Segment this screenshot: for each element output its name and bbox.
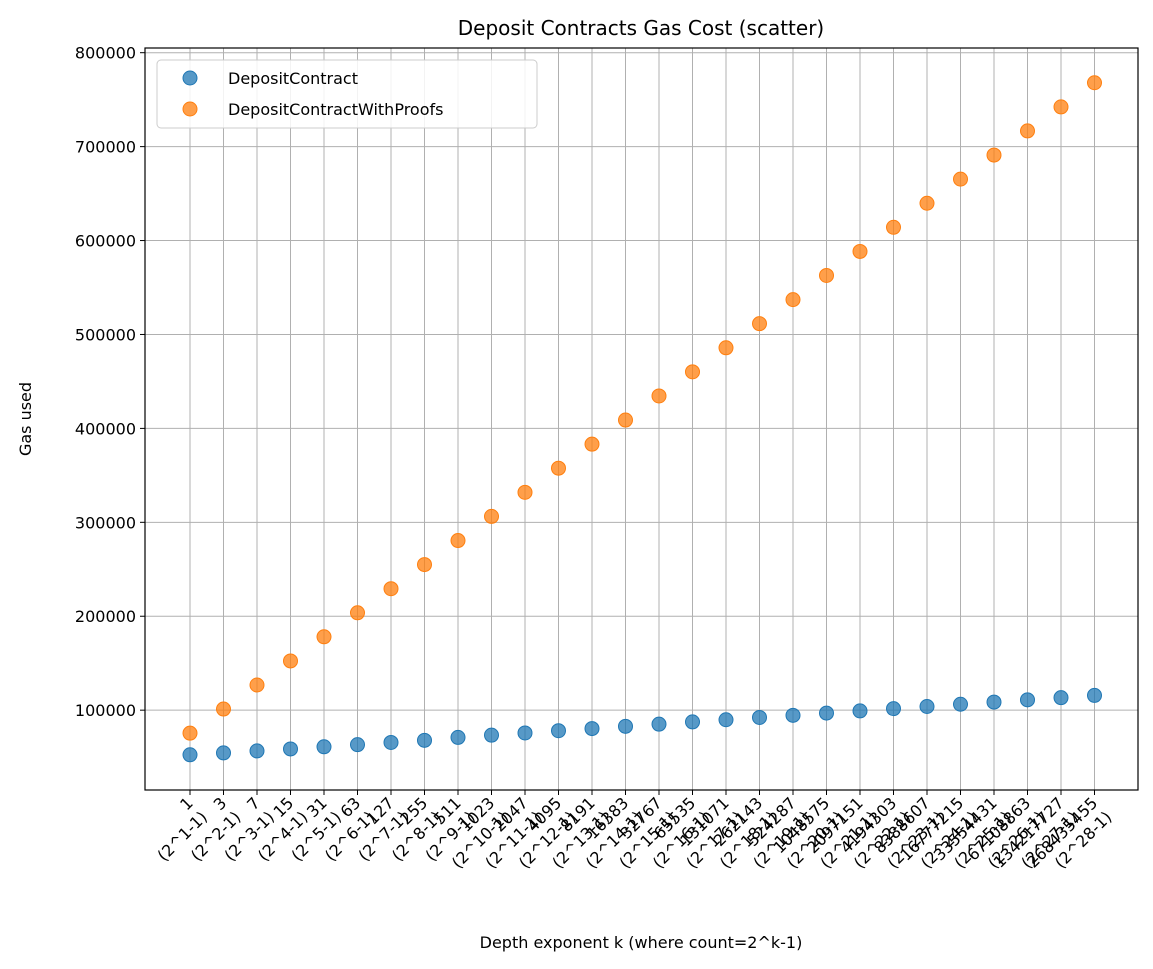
point-deposit-contract <box>484 727 499 743</box>
y-tick-label: 600000 <box>75 232 136 251</box>
point-deposit-contract <box>283 741 298 757</box>
point-deposit-contract <box>919 699 935 715</box>
point-deposit-contract-with-proofs <box>283 653 298 669</box>
point-deposit-contract <box>1053 690 1069 706</box>
point-deposit-contract <box>752 709 767 725</box>
point-deposit-contract-with-proofs <box>886 219 901 235</box>
x-axis-label: Depth exponent k (where count=2^k-1) <box>480 933 803 952</box>
y-axis-ticks: 100000 200000 300000 400000 500000 600000 7000… <box>75 44 145 720</box>
point-deposit-contract <box>819 705 834 721</box>
point-deposit-contract <box>886 701 901 717</box>
chart-title: Deposit Contracts Gas Cost (scatter) <box>458 16 824 40</box>
point-deposit-contract-with-proofs <box>249 677 265 693</box>
point-deposit-contract-with-proofs <box>752 316 767 332</box>
y-tick-label: 700000 <box>75 138 136 157</box>
point-deposit-contract-with-proofs <box>852 243 868 259</box>
point-deposit-contract <box>450 729 466 745</box>
plot-frame <box>144 47 1139 791</box>
point-deposit-contract <box>852 703 868 719</box>
point-deposit-contract <box>1087 687 1102 703</box>
point-deposit-contract <box>618 718 633 734</box>
point-deposit-contract-with-proofs <box>350 605 365 621</box>
point-deposit-contract <box>182 747 198 763</box>
point-deposit-contract <box>953 696 968 712</box>
legend-box <box>156 59 538 129</box>
legend: DepositContract DepositContractWithProof… <box>156 59 538 129</box>
legend-label-deposit-contract-with-proofs: DepositContractWithProofs <box>228 100 443 119</box>
point-deposit-contract-with-proofs <box>919 195 935 211</box>
point-deposit-contract-with-proofs <box>182 725 198 741</box>
point-deposit-contract-with-proofs <box>484 508 499 524</box>
point-deposit-contract-with-proofs <box>986 147 1002 163</box>
y-tick-label: 100000 <box>75 701 136 720</box>
point-deposit-contract <box>551 723 566 739</box>
y-tick-label: 800000 <box>75 44 136 63</box>
point-deposit-contract-with-proofs <box>417 557 432 573</box>
point-deposit-contract-with-proofs <box>953 171 968 187</box>
point-deposit-contract-with-proofs <box>517 484 533 500</box>
point-deposit-contract-with-proofs <box>316 629 332 645</box>
point-deposit-contract <box>685 714 700 730</box>
point-deposit-contract-with-proofs <box>551 460 566 476</box>
point-deposit-contract-with-proofs <box>450 533 466 549</box>
point-deposit-contract <box>785 707 801 723</box>
data-points <box>182 75 1102 763</box>
point-deposit-contract <box>383 734 399 750</box>
point-deposit-contract-with-proofs <box>1053 99 1069 115</box>
y-tick-label: 200000 <box>75 607 136 626</box>
point-deposit-contract <box>584 721 600 737</box>
point-deposit-contract-with-proofs <box>718 340 734 356</box>
point-deposit-contract-with-proofs <box>785 292 801 308</box>
point-deposit-contract <box>417 732 432 748</box>
point-deposit-contract <box>316 739 332 755</box>
point-deposit-contract-with-proofs <box>618 412 633 428</box>
point-deposit-contract <box>216 745 231 761</box>
legend-marker-deposit-contract-with-proofs <box>182 101 198 117</box>
y-tick-label: 300000 <box>75 513 136 532</box>
point-deposit-contract <box>350 737 365 753</box>
y-tick-label: 400000 <box>75 419 136 438</box>
point-deposit-contract-with-proofs <box>1020 123 1035 139</box>
point-deposit-contract-with-proofs <box>819 267 834 283</box>
point-deposit-contract-with-proofs <box>584 436 600 452</box>
point-deposit-contract <box>1020 692 1035 708</box>
legend-marker-deposit-contract <box>182 70 198 86</box>
point-deposit-contract-with-proofs <box>216 701 231 717</box>
point-deposit-contract-with-proofs <box>685 364 700 380</box>
point-deposit-contract <box>718 712 734 728</box>
point-deposit-contract <box>517 725 533 741</box>
point-deposit-contract <box>986 694 1002 710</box>
point-deposit-contract <box>249 743 265 759</box>
point-deposit-contract-with-proofs <box>383 581 399 597</box>
point-deposit-contract-with-proofs <box>1087 75 1102 91</box>
legend-label-deposit-contract: DepositContract <box>228 69 358 88</box>
point-deposit-contract <box>651 716 667 732</box>
y-tick-label: 500000 <box>75 325 136 344</box>
y-axis-label: Gas used <box>16 382 35 456</box>
point-deposit-contract-with-proofs <box>651 388 667 404</box>
